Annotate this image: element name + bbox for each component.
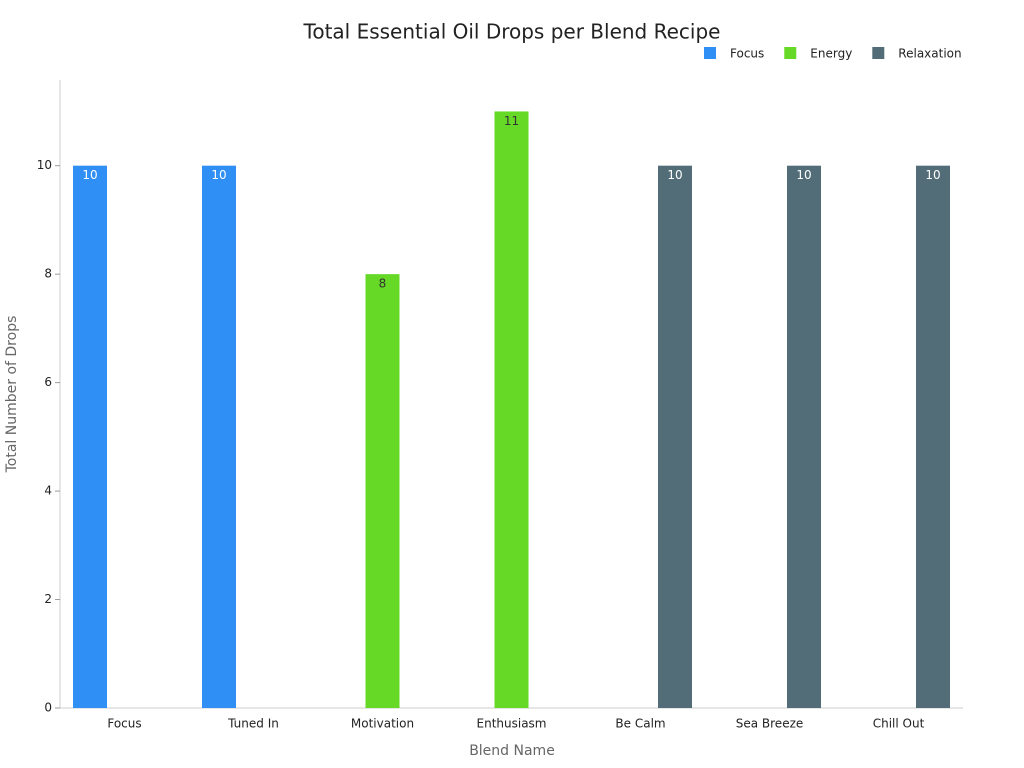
data-label: 10	[925, 168, 940, 182]
data-label: 11	[504, 114, 519, 128]
y-tick-label: 2	[44, 592, 52, 606]
data-label: 10	[667, 168, 682, 182]
y-tick-label: 4	[44, 484, 52, 498]
bar	[787, 165, 821, 708]
legend-swatch	[784, 47, 797, 59]
x-tick-label: Tuned In	[227, 717, 279, 731]
legend-label: Energy	[810, 47, 852, 61]
y-axis-label: Total Number of Drops	[4, 316, 20, 474]
chart-title: Total Essential Oil Drops per Blend Reci…	[303, 20, 721, 44]
data-label: 8	[379, 277, 387, 291]
x-tick-label: Chill Out	[873, 717, 925, 731]
bar	[202, 165, 236, 708]
bar	[658, 165, 692, 708]
bar	[73, 165, 107, 708]
x-tick-label: Enthusiasm	[477, 717, 547, 731]
x-axis-label: Blend Name	[469, 743, 555, 759]
legend-label: Focus	[730, 47, 764, 61]
legend-swatch	[704, 47, 716, 59]
y-tick-label: 0	[44, 701, 52, 715]
x-tick-label: Focus	[107, 717, 141, 731]
x-tick-label: Be Calm	[615, 717, 665, 731]
x-tick-label: Sea Breeze	[736, 717, 804, 731]
y-tick-label: 6	[44, 375, 52, 389]
legend-label: Relaxation	[898, 47, 961, 61]
legend-swatch	[872, 47, 885, 59]
bar	[365, 274, 400, 708]
data-label: 10	[796, 168, 811, 182]
bar	[494, 111, 529, 709]
bar	[916, 165, 950, 708]
x-tick-label: Motivation	[351, 717, 414, 731]
y-tick-label: 8	[44, 267, 52, 281]
y-tick-label: 10	[37, 158, 52, 172]
data-label: 10	[211, 168, 226, 182]
data-label: 10	[82, 168, 97, 182]
